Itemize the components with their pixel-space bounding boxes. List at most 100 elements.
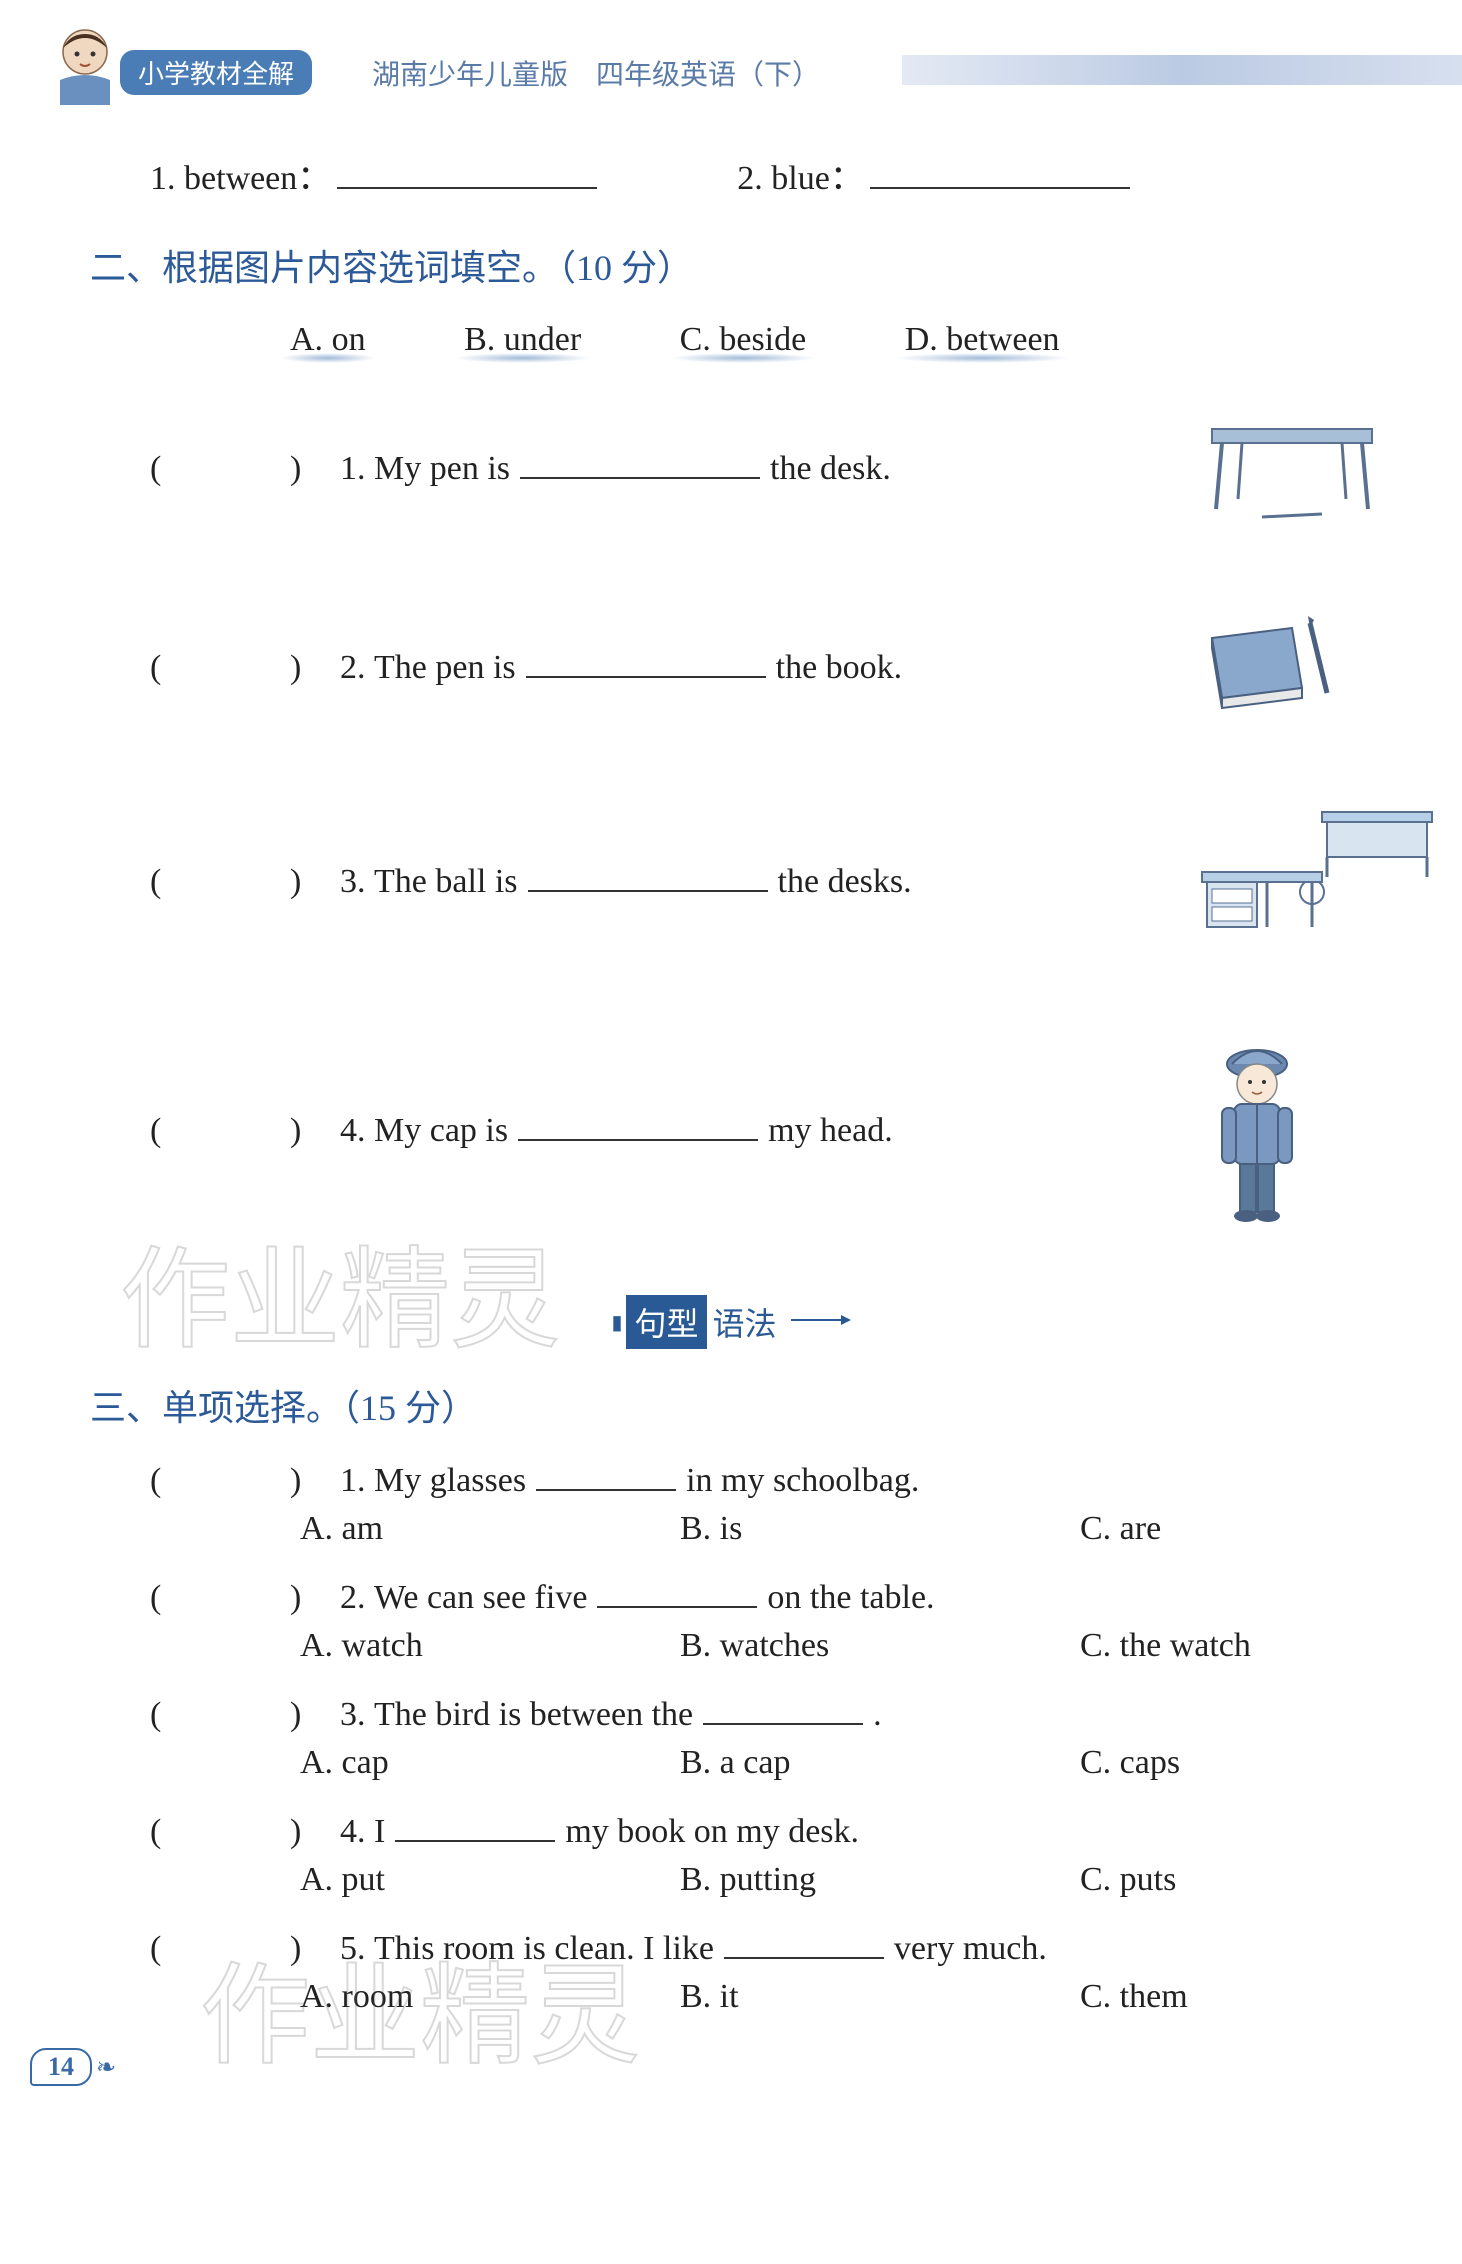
inline-blank[interactable]: [724, 1929, 884, 1959]
arrow-icon: [791, 1306, 851, 1338]
dots-icon: ▮: [611, 1310, 622, 1335]
q-num: 3.: [340, 1696, 366, 1734]
page-number: 14 ❧: [30, 2048, 116, 2086]
mc-options-3: A. cap B. a cap C. caps: [300, 1744, 1392, 1782]
q-after: my book on my desk.: [565, 1813, 859, 1851]
question-text: 2. The pen is the book.: [340, 648, 1172, 687]
opt-letter: C.: [680, 321, 711, 358]
option-a: A. on: [290, 321, 366, 359]
blank-line[interactable]: [870, 159, 1130, 189]
q-num: 3.: [340, 863, 366, 901]
paren-close: ): [290, 1462, 340, 1500]
boy-cap-icon: [1192, 1026, 1392, 1235]
opt-c: C. them: [1080, 1978, 1188, 2016]
banner-subtitle: 湖南少年儿童版 四年级英语（下）: [372, 53, 820, 93]
q-before: My glasses: [374, 1462, 526, 1500]
opt-c: C. caps: [1080, 1744, 1180, 1782]
q-before: The bird is between the: [374, 1696, 693, 1734]
picture-question-2: ( ) 2. The pen is the book.: [150, 598, 1392, 737]
section3-title: 三、单项选择。（15 分）: [90, 1379, 1392, 1431]
mc-question-2: ( ) 2. We can see five on the table.: [150, 1578, 1392, 1617]
question-text: 1. My pen is the desk.: [340, 449, 1172, 488]
paren-open: (: [150, 1696, 200, 1734]
paren-open: (: [150, 1462, 200, 1500]
mc-options-2: A. watch B. watches C. the watch: [300, 1627, 1392, 1665]
paren-close: ): [290, 1579, 340, 1617]
q-after: the desks.: [778, 863, 912, 901]
opt-c: C. puts: [1080, 1861, 1176, 1899]
mc-options-5: A. room B. it C. them: [300, 1978, 1392, 2016]
option-shadow: [280, 353, 376, 363]
q-before: We can see five: [374, 1579, 587, 1617]
q-num: 4.: [340, 1813, 366, 1851]
fill-word: blue：: [771, 150, 864, 199]
mc-options-1: A. am B. is C. are: [300, 1510, 1392, 1548]
opt-a: A. watch: [300, 1627, 680, 1665]
paren-close: ): [290, 1930, 340, 1968]
header-banner: 小学教材全解 湖南少年儿童版 四年级英语（下）: [120, 50, 820, 95]
mid-box: ▮ 句型 语法: [611, 1295, 850, 1349]
two-desks-icon: [1192, 797, 1392, 966]
inline-blank[interactable]: [518, 1111, 758, 1141]
mc-options-4: A. put B. putting C. puts: [300, 1861, 1392, 1899]
opt-a: A. cap: [300, 1744, 680, 1782]
option-shadow: [670, 353, 817, 363]
question-text: 4. My cap is my head.: [340, 1111, 1172, 1150]
blank-line[interactable]: [337, 159, 597, 189]
inline-blank[interactable]: [597, 1578, 757, 1608]
q-num: 1.: [340, 450, 366, 488]
boy-avatar-icon: [40, 20, 130, 115]
opt-b: B. it: [680, 1978, 1080, 2016]
q-before: My pen is: [374, 450, 510, 488]
paren-close: ): [290, 1696, 340, 1734]
paren-close: ): [290, 863, 340, 901]
page-number-value: 14: [30, 2048, 92, 2086]
mc-question-4: ( ) 4. I my book on my desk.: [150, 1812, 1392, 1851]
opt-letter: B.: [464, 321, 495, 358]
q-after: very much.: [894, 1930, 1047, 1968]
fill-num: 1.: [150, 160, 176, 198]
desk-icon: [1192, 399, 1392, 538]
q-before: The ball is: [374, 863, 518, 901]
option-b: B. under: [464, 321, 581, 359]
inline-blank[interactable]: [526, 648, 766, 678]
option-d: D. between: [905, 321, 1060, 359]
fill-row: 1. between： 2. blue：: [150, 150, 1392, 199]
opt-b: B. is: [680, 1510, 1080, 1548]
mid-right: 语法: [707, 1295, 783, 1349]
inline-blank[interactable]: [528, 862, 768, 892]
header-stripe: [902, 55, 1462, 85]
paren-open: (: [150, 1112, 200, 1150]
paren-close: ): [290, 1813, 340, 1851]
q-after: the desk.: [770, 450, 891, 488]
mid-left: 句型: [626, 1295, 706, 1349]
paren-close: ): [290, 450, 340, 488]
q-before: My cap is: [374, 1112, 508, 1150]
paren-open: (: [150, 1813, 200, 1851]
q-after: the book.: [776, 649, 903, 687]
inline-blank[interactable]: [703, 1695, 863, 1725]
banner-title: 小学教材全解: [120, 50, 312, 95]
paren-close: ): [290, 649, 340, 687]
inline-blank[interactable]: [520, 449, 760, 479]
inline-blank[interactable]: [395, 1812, 555, 1842]
q-after: on the table.: [767, 1579, 934, 1617]
opt-c: C. are: [1080, 1510, 1161, 1548]
opt-a: A. am: [300, 1510, 680, 1548]
paren-open: (: [150, 1930, 200, 1968]
paren-close: ): [290, 1112, 340, 1150]
q-num: 4.: [340, 1112, 366, 1150]
q-num: 2.: [340, 1579, 366, 1617]
page-header: 小学教材全解 湖南少年儿童版 四年级英语（下）: [70, 40, 1392, 120]
opt-b: B. putting: [680, 1861, 1080, 1899]
question-text: 3. The ball is the desks.: [340, 862, 1172, 901]
q-num: 5.: [340, 1930, 366, 1968]
inline-blank[interactable]: [536, 1461, 676, 1491]
fill-item-1: 1. between：: [150, 150, 597, 199]
option-shadow: [454, 353, 591, 363]
q-after: in my schoolbag.: [686, 1462, 919, 1500]
picture-question-3: ( ) 3. The ball is the desks.: [150, 797, 1392, 966]
options-row: A. on B. under C. beside D. between: [290, 321, 1392, 359]
worksheet-page: 小学教材全解 湖南少年儿童版 四年级英语（下） 1. between： 2. b…: [0, 0, 1462, 2106]
fill-num: 2.: [737, 160, 763, 198]
